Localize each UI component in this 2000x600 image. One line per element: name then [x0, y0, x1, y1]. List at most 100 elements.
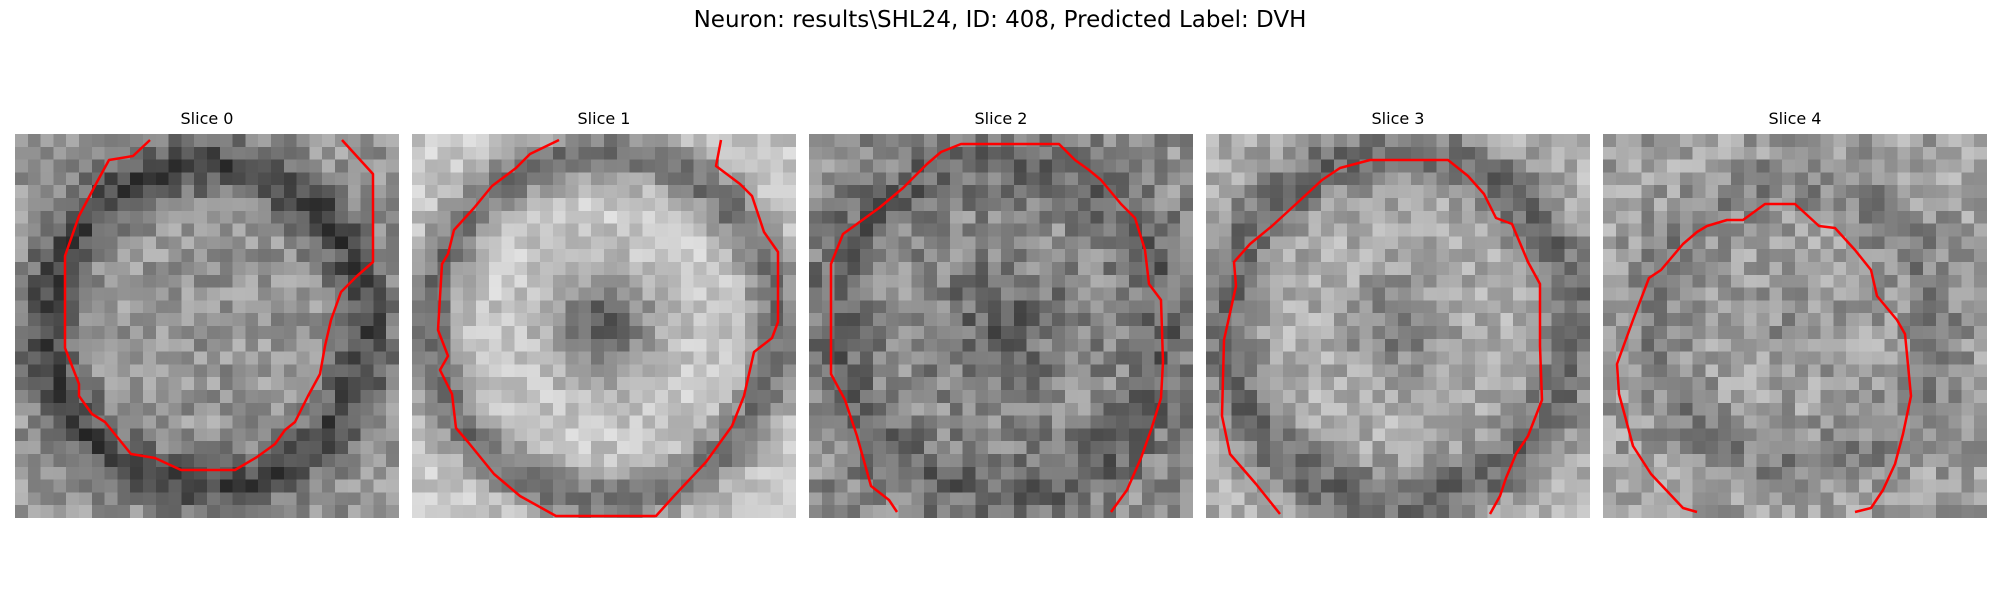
- image-pixel: [885, 249, 900, 263]
- image-pixel: [1180, 441, 1193, 455]
- image-pixel: [1231, 428, 1245, 442]
- image-pixel: [1820, 313, 1834, 327]
- image-pixel: [783, 287, 796, 301]
- image-pixel: [1769, 274, 1783, 289]
- image-pixel: [1923, 198, 1937, 212]
- image-pixel: [1129, 415, 1143, 429]
- image-pixel: [347, 313, 362, 327]
- image-pixel: [130, 300, 144, 314]
- image-pixel: [732, 223, 746, 237]
- image-pixel: [1334, 466, 1348, 481]
- image-pixel: [1129, 377, 1143, 391]
- image-pixel: [1052, 505, 1066, 518]
- image-pixel: [66, 492, 80, 506]
- image-pixel: [809, 249, 823, 263]
- image-pixel: [1077, 134, 1092, 148]
- image-pixel: [1474, 134, 1489, 148]
- image-pixel: [885, 326, 900, 340]
- image-pixel: [1026, 249, 1040, 263]
- image-pixel: [552, 185, 567, 199]
- image-pixel: [770, 466, 784, 481]
- image-pixel: [1385, 287, 1399, 301]
- image-pixel: [847, 210, 861, 225]
- image-pixel: [1923, 479, 1937, 493]
- image-pixel: [1167, 415, 1181, 429]
- image-pixel: [655, 262, 669, 276]
- image-pixel: [1526, 505, 1540, 518]
- image-pixel: [1846, 441, 1860, 455]
- image-pixel: [66, 249, 80, 263]
- image-pixel: [1961, 364, 1975, 378]
- image-pixel: [1577, 479, 1590, 493]
- image-pixel: [1526, 185, 1540, 199]
- image-pixel: [258, 466, 272, 481]
- image-pixel: [1807, 338, 1822, 353]
- image-pixel: [1782, 223, 1796, 237]
- image-pixel: [1398, 364, 1412, 378]
- image-pixel: [1859, 415, 1873, 429]
- image-pixel: [1026, 390, 1040, 404]
- image-pixel: [283, 313, 298, 327]
- image-pixel: [1206, 210, 1220, 225]
- image-pixel: [1257, 274, 1271, 289]
- image-pixel: [1935, 466, 1950, 481]
- image-pixel: [15, 300, 29, 314]
- image-pixel: [143, 223, 157, 237]
- image-pixel: [1743, 274, 1758, 289]
- image-pixel: [924, 466, 938, 481]
- image-pixel: [1731, 172, 1745, 186]
- image-pixel: [616, 236, 631, 250]
- image-pixel: [898, 402, 912, 417]
- image-pixel: [40, 479, 54, 493]
- image-pixel: [988, 210, 1002, 225]
- image-pixel: [1372, 146, 1386, 161]
- image-pixel: [732, 313, 746, 327]
- image-pixel: [949, 326, 964, 340]
- image-pixel: [1398, 210, 1412, 225]
- image-pixel: [283, 210, 298, 225]
- image-pixel: [1077, 249, 1092, 263]
- image-pixel: [783, 172, 796, 186]
- image-pixel: [1756, 338, 1770, 353]
- image-pixel: [757, 172, 771, 186]
- image-pixel: [1449, 441, 1463, 455]
- image-pixel: [629, 172, 643, 186]
- image-pixel: [53, 479, 67, 493]
- image-pixel: [668, 198, 682, 212]
- image-pixel: [1846, 479, 1860, 493]
- image-pixel: [271, 300, 285, 314]
- image-pixel: [53, 441, 67, 455]
- image-pixel: [834, 262, 848, 276]
- image-pixel: [937, 287, 951, 301]
- image-pixel: [1731, 338, 1745, 353]
- image-pixel: [578, 377, 592, 391]
- image-pixel: [629, 415, 643, 429]
- image-pixel: [668, 313, 682, 327]
- image-pixel: [15, 146, 29, 161]
- image-pixel: [143, 441, 157, 455]
- image-pixel: [450, 236, 464, 250]
- image-pixel: [322, 402, 336, 417]
- image-pixel: [1372, 326, 1386, 340]
- image-pixel: [527, 300, 541, 314]
- image-pixel: [847, 300, 861, 314]
- image-pixel: [642, 262, 656, 276]
- image-pixel: [1731, 505, 1745, 518]
- image-pixel: [155, 377, 170, 391]
- image-pixel: [1321, 479, 1335, 493]
- image-pixel: [937, 479, 951, 493]
- image-pixel: [79, 377, 93, 391]
- image-pixel: [1013, 402, 1028, 417]
- image-pixel: [232, 210, 246, 225]
- image-pixel: [1846, 402, 1860, 417]
- image-pixel: [1180, 415, 1193, 429]
- image-pixel: [1065, 134, 1079, 148]
- image-pixel: [360, 185, 374, 199]
- image-pixel: [1833, 377, 1847, 391]
- image-pixel: [1500, 415, 1514, 429]
- image-pixel: [373, 441, 387, 455]
- image-pixel: [1231, 338, 1245, 353]
- image-pixel: [360, 351, 374, 365]
- image-pixel: [911, 415, 925, 429]
- image-pixel: [1026, 428, 1040, 442]
